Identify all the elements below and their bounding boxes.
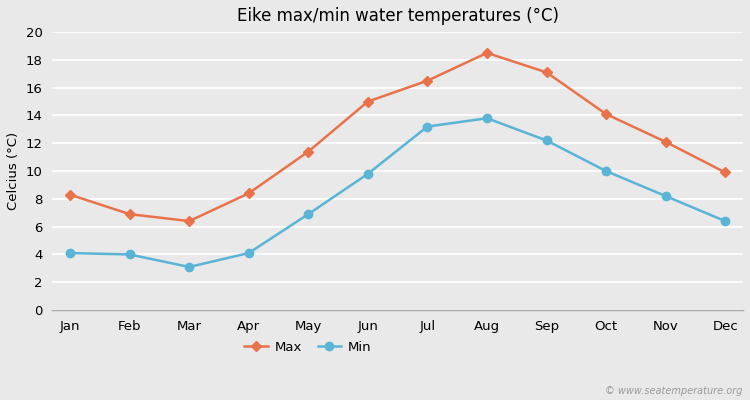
Title: Eike max/min water temperatures (°C): Eike max/min water temperatures (°C) (237, 7, 559, 25)
Y-axis label: Celcius (°C): Celcius (°C) (7, 132, 20, 210)
Legend: Max, Min: Max, Min (238, 336, 376, 359)
Text: © www.seatemperature.org: © www.seatemperature.org (605, 386, 742, 396)
